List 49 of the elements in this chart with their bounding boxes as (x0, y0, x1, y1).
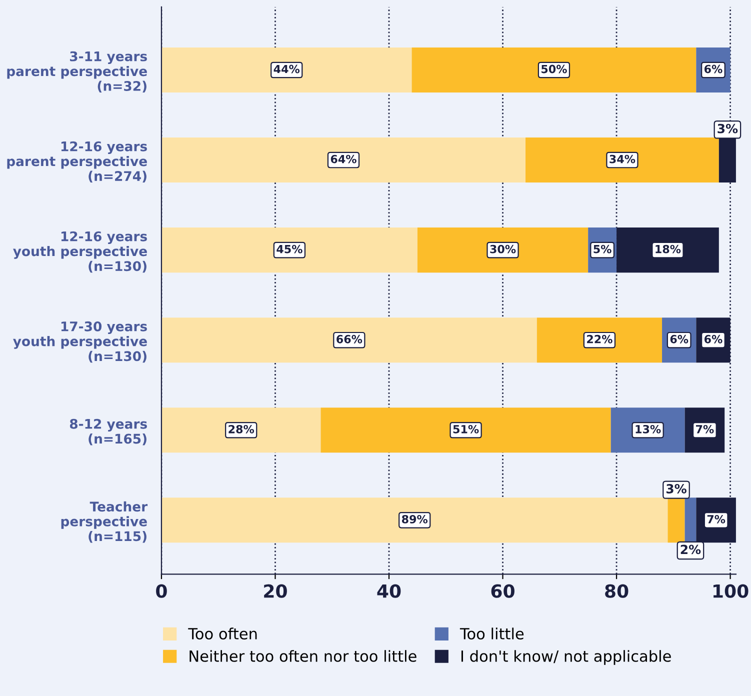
data-label: 13% (636, 424, 661, 434)
bar (161, 318, 537, 363)
data-label: 51% (453, 424, 479, 434)
y-tick-label: 3-11 years parent perspective (n=32) (7, 51, 147, 93)
bar (320, 408, 611, 453)
x-tick-label: 80 (605, 584, 628, 598)
data-label: 7% (707, 514, 726, 524)
x-tick-label: 40 (377, 584, 401, 598)
data-label: 50% (542, 64, 567, 74)
data-label: 6% (704, 334, 722, 344)
data-label: 5% (594, 244, 612, 254)
bar (161, 498, 668, 543)
data-label: 30% (490, 244, 516, 254)
bar (161, 408, 321, 453)
data-label: 3% (666, 484, 686, 494)
y-tick-label: 17-30 years youth perspective (n=130) (13, 321, 147, 363)
data-label: 89% (402, 514, 428, 524)
legend-label: Too little (460, 628, 524, 640)
data-label: 34% (610, 154, 636, 164)
legend-label: Neither too often nor too little (190, 650, 416, 662)
bar (412, 47, 696, 92)
x-tick-label: 0 (156, 584, 167, 598)
data-label: 28% (228, 424, 254, 434)
bar (161, 47, 412, 92)
bar (526, 138, 719, 183)
bar (536, 318, 662, 363)
data-label: 6% (704, 64, 722, 74)
bar (417, 228, 588, 273)
data-label: 3% (718, 124, 738, 134)
data-label: 45% (276, 244, 302, 254)
y-tick-label: Teacher perspective (n=115) (61, 501, 148, 543)
data-label: 6% (670, 334, 688, 344)
legend-label: I don't know/ not applicable (461, 650, 671, 665)
data-label: 66% (336, 334, 362, 344)
data-label: 44% (274, 64, 300, 74)
x-tick-label: 20 (264, 584, 287, 598)
y-tick-label: 12-16 years parent perspective (n=274) (7, 141, 147, 183)
data-label: 18% (656, 244, 681, 254)
data-label: 22% (587, 334, 612, 344)
data-label: 7% (696, 424, 714, 434)
y-tick-label: 8-12 years (n=165) (70, 418, 147, 446)
bar (161, 228, 418, 273)
data-label: 2% (680, 544, 701, 554)
x-tick-label: 60 (491, 584, 514, 598)
bar (161, 138, 526, 183)
x-tick-label: 100 (713, 584, 748, 598)
data-label: 64% (330, 154, 356, 164)
legend-label: Too often (188, 628, 257, 640)
y-tick-label: 12-16 years youth perspective (n=130) (13, 231, 147, 273)
